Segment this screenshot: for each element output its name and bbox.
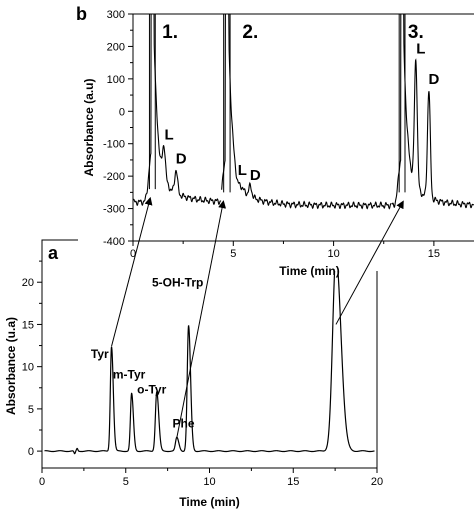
panel-b-letter: b <box>76 4 87 24</box>
y-tick-label: -100 <box>103 139 125 151</box>
panel-b-chromatogram-lines <box>132 13 474 210</box>
x-tick-label: 10 <box>327 248 339 260</box>
x-tick-label: 5 <box>230 248 236 260</box>
segment-label: 2. <box>242 22 258 43</box>
panel-b-axis-backdrop <box>78 0 133 261</box>
panel-b-chart: 0 5 10 15 -400 -300 -200 -100 0 100 200 300 1. 2. 3.… <box>76 0 474 278</box>
connector-arrow <box>111 196 153 347</box>
x-tick-label: 0 <box>130 248 136 260</box>
connector-arrow <box>176 200 227 438</box>
panel-b-xaxis-backdrop <box>133 241 474 271</box>
y-tick-label: 5 <box>28 404 34 416</box>
enantiomer-label: L <box>238 162 247 179</box>
y-tick-label: 200 <box>107 41 125 53</box>
enantiomer-label: D <box>428 71 439 88</box>
x-tick-label: 15 <box>428 248 440 260</box>
y-tick-label: -300 <box>103 204 125 216</box>
connector-arrows <box>111 196 404 438</box>
connector-arrow <box>335 200 404 325</box>
peak-label: Phe <box>173 416 195 430</box>
panel-b-segment-trace <box>391 13 474 209</box>
y-tick-label: -200 <box>103 171 125 183</box>
y-tick-label: 0 <box>119 106 125 118</box>
panel-b-x-axis-label: Time (min) <box>279 264 339 278</box>
panel-b-x-axis: 0 5 10 15 <box>130 241 440 260</box>
peak-label: o-Tyr <box>137 383 166 397</box>
peak-label: Tyr <box>91 347 109 361</box>
peak-label: 5-OH-Trp <box>152 275 203 289</box>
enantiomer-label: D <box>250 167 261 184</box>
peak-label: m-Tyr <box>113 367 146 381</box>
segment-label: 3. <box>408 22 424 43</box>
panel-a-chart: 0 5 10 15 20 0 5 10 15 20 Tyr m-Tyr o-Tyr Phe 5-OH-T… <box>4 239 383 509</box>
segment-label: 1. <box>162 22 178 43</box>
x-tick-label: 20 <box>371 476 383 488</box>
y-tick-label: 300 <box>107 9 125 21</box>
y-tick-label: 0 <box>28 446 34 458</box>
panel-a-y-axis-label: Absorbance (u.a) <box>4 317 18 415</box>
y-tick-label: 15 <box>22 319 34 331</box>
panel-b-segment-trace <box>132 13 222 207</box>
y-tick-label: -400 <box>103 236 125 248</box>
x-tick-label: 0 <box>39 476 45 488</box>
enantiomer-label: L <box>165 126 174 143</box>
panel-a-x-axis: 0 5 10 15 20 <box>39 468 383 488</box>
panel-a-y-axis: 0 5 10 15 20 <box>22 260 42 458</box>
panel-a-plot-area <box>41 239 378 469</box>
panel-b-y-axis-label: Absorbance (a.u) <box>82 78 96 176</box>
y-tick-label: 20 <box>22 277 34 289</box>
panel-a-letter: a <box>48 243 59 263</box>
y-tick-label: 10 <box>22 362 34 374</box>
enantiomer-label: D <box>176 151 187 168</box>
x-tick-label: 5 <box>123 476 129 488</box>
enantiomer-label: L <box>416 40 425 57</box>
x-tick-label: 10 <box>203 476 215 488</box>
panel-b-segment-trace <box>221 13 392 210</box>
y-tick-label: 100 <box>107 74 125 86</box>
panel-b-enantiomer-labels: LDL DLD <box>165 40 440 183</box>
panel-a-chromatogram-line <box>44 254 375 455</box>
panel-b-segment-labels: 1. 2. 3. <box>162 22 424 43</box>
x-tick-label: 15 <box>287 476 299 488</box>
panel-b-y-axis: -400 -300 -200 -100 0 100 200 300 <box>103 9 133 248</box>
panel-a-x-axis-label: Time (min) <box>179 495 239 509</box>
